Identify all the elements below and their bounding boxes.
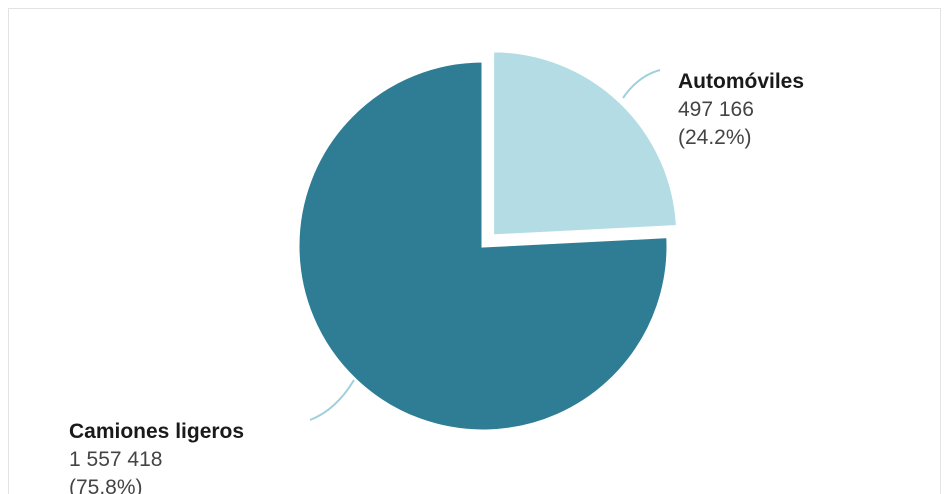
leader-line-automoviles <box>622 69 661 99</box>
pie-slices <box>296 49 679 433</box>
pie-slice-camiones-ligeros <box>296 59 670 433</box>
slice-value-camiones-ligeros: 1 557 418 <box>69 448 162 471</box>
slice-value-automoviles: 497 166 <box>678 98 754 121</box>
slice-percent-automoviles: (24.2%) <box>678 126 752 149</box>
slice-label-automoviles: Automóviles <box>678 70 804 93</box>
slice-label-camiones-ligeros: Camiones ligeros <box>69 420 244 443</box>
label-group-automoviles: Automóviles 497 166 (24.2%) <box>678 70 804 149</box>
label-group-camiones-ligeros: Camiones ligeros 1 557 418 (75.8%) <box>69 420 244 494</box>
leader-line-camiones-ligeros <box>309 379 355 421</box>
leader-lines <box>309 69 661 421</box>
slice-percent-camiones-ligeros: (75.8%) <box>69 476 143 494</box>
pie-slice-automoviles <box>491 49 679 238</box>
